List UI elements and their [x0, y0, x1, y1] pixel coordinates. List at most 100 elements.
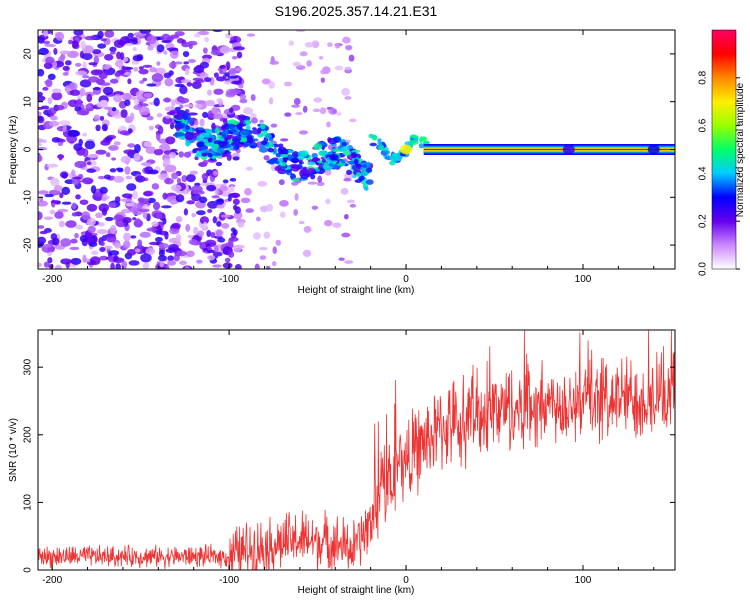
- spectrogram-cell: [194, 153, 203, 158]
- spectrogram-cell: [129, 112, 135, 121]
- spectrogram-cell: [302, 249, 312, 258]
- spectrogram-cell: [195, 79, 205, 83]
- figure-title: S196.2025.357.14.21.E31: [275, 3, 438, 19]
- spectrogram-cell: [123, 232, 131, 242]
- spectrogram-cell: [139, 231, 151, 238]
- spectrogram-cell: [232, 244, 242, 253]
- spectrogram-cell: [204, 77, 212, 83]
- spectrogram-cell: [122, 208, 130, 213]
- spectrogram-cell: [179, 85, 188, 95]
- spectrogram-cell: [38, 190, 49, 195]
- spectrogram-cell: [279, 200, 289, 207]
- spectrogram-cell: [104, 136, 114, 141]
- spectrogram-cell: [71, 40, 79, 49]
- spectrogram-cell: [365, 179, 374, 185]
- snr-series-line: [38, 330, 675, 570]
- spectrogram-cell: [38, 68, 45, 77]
- spectrogram-cell: [93, 114, 101, 122]
- spectrogram-cell: [50, 177, 60, 187]
- spectrogram-cell: [344, 96, 352, 100]
- spectrogram-cell: [38, 236, 47, 245]
- spectrogram-cell: [113, 175, 125, 183]
- spectrogram-cell: [142, 64, 153, 68]
- spectrogram-cell: [62, 65, 70, 71]
- spectrogram-cell: [354, 179, 363, 183]
- spectrogram-cell: [365, 167, 373, 173]
- spectrogram-cell: [68, 39, 73, 45]
- spectrogram-cell: [186, 82, 193, 87]
- spectrogram-cell: [228, 251, 235, 258]
- spectrogram-cell: [318, 56, 324, 60]
- spectrogram-cell: [259, 123, 266, 130]
- spectrogram-cell: [232, 198, 240, 205]
- spectrogram-cell: [165, 136, 176, 145]
- spectrogram-cell: [212, 113, 223, 120]
- spectrogram-cell: [45, 78, 53, 88]
- spectrogram-cell: [293, 208, 298, 216]
- spectrogram-cell: [254, 263, 260, 269]
- spectrogram-cell: [231, 138, 240, 143]
- spectrogram-cell: [184, 131, 195, 139]
- spectrogram-cell: [346, 199, 356, 204]
- spectrogram-cell: [109, 46, 117, 53]
- spectrogram-cell: [193, 120, 199, 126]
- spectrogram-cell: [215, 161, 223, 167]
- spectrogram-cell: [223, 80, 234, 85]
- spectrogram-cell: [176, 177, 181, 184]
- spectrogram-cell: [127, 128, 133, 134]
- spectrogram-cell: [216, 204, 225, 209]
- spectrogram-cell: [316, 181, 325, 187]
- spectrogram-cell: [170, 99, 176, 108]
- spectrogram-cell: [91, 250, 99, 256]
- spectrogram-cell: [185, 125, 190, 130]
- spectrogram-cell: [105, 152, 111, 158]
- spectrogram-cell: [252, 232, 262, 240]
- spectrogram-cell: [224, 129, 229, 135]
- spectrogram-cell: [295, 30, 306, 33]
- spectrogram-cell: [105, 216, 114, 222]
- spectrogram-cell: [231, 142, 236, 146]
- spectrogram-cell: [188, 43, 193, 50]
- spectrogram-cell: [99, 255, 109, 261]
- spectrogram-cell: [227, 239, 234, 248]
- spectrogram-cell: [334, 43, 341, 49]
- spectrogram-cell: [50, 200, 61, 204]
- spectrogram-cell: [151, 183, 160, 190]
- spectrogram-cell: [205, 101, 216, 107]
- spectrogram-y-label: Frequency (Hz): [8, 116, 19, 185]
- spectrogram-cell: [102, 64, 111, 70]
- spectrogram-cell: [326, 121, 331, 128]
- spectrogram-cell: [341, 142, 347, 147]
- spectrogram-cell: [54, 211, 64, 219]
- spectrogram-cell: [280, 138, 289, 142]
- spectrogram-cell: [41, 244, 53, 248]
- spectrogram-cell: [299, 150, 309, 157]
- spectrogram-cell: [43, 30, 49, 37]
- spectrogram-cell: [156, 132, 161, 141]
- spectrogram-x-tick-label: -100: [219, 274, 239, 285]
- spectrogram-cell: [302, 166, 308, 171]
- spectrogram-cell: [157, 125, 164, 135]
- carrier-band: [423, 148, 675, 151]
- spectrogram-cell: [418, 143, 424, 149]
- spectrogram-cell: [138, 106, 150, 116]
- spectrogram-cell: [43, 40, 51, 45]
- spectrogram-cell: [216, 221, 222, 227]
- spectrogram-cell: [224, 257, 231, 263]
- spectrogram-cell: [79, 79, 92, 88]
- spectrogram-cell: [234, 143, 240, 150]
- spectrogram-cell: [38, 106, 45, 111]
- spectrogram-cell: [69, 246, 80, 251]
- spectrogram-cell: [75, 62, 82, 67]
- spectrogram-cell: [265, 265, 271, 269]
- spectrogram-cell: [139, 30, 151, 34]
- spectrogram-cell: [206, 230, 212, 238]
- spectrogram-cell: [278, 143, 284, 148]
- spectrogram-cell: [104, 53, 114, 61]
- spectrogram-cell: [363, 186, 369, 191]
- spectrogram-cell: [204, 36, 210, 43]
- spectrogram-cell: [303, 172, 313, 177]
- spectrogram-cell: [162, 97, 172, 103]
- spectrogram-cell: [82, 52, 93, 61]
- spectrogram-cell: [227, 75, 239, 79]
